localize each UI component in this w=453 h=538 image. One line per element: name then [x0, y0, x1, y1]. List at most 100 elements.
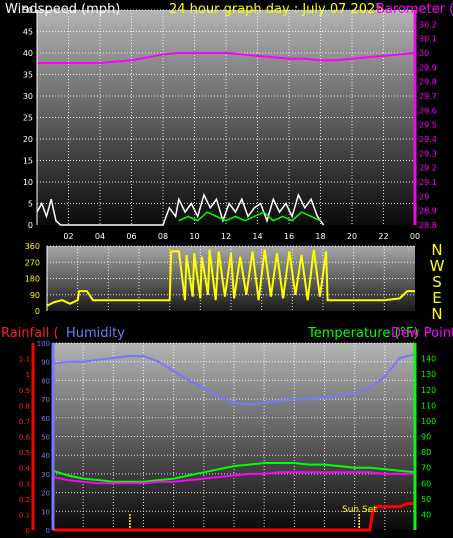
panel1-x-ticks: 02 04 06 08 10 12 14 16 18 20 22 00 — [63, 232, 420, 241]
compass-letter: S — [432, 273, 442, 291]
wind-direction-tick-label: 90 — [30, 291, 40, 300]
temperature-tick-label: 130 — [421, 370, 436, 379]
rainfall-tick-label: 0.7 — [19, 418, 30, 426]
humidity-tick-label: 10 — [41, 508, 50, 516]
barometer-tick-label: 29.3 — [419, 149, 437, 158]
barometer-tick-label: 29.9 — [419, 63, 437, 72]
series-line-barometer- — [37, 52, 416, 64]
time-tick-label: 10 — [189, 232, 199, 241]
temperature-axis-label: Temperature (°F) — [307, 326, 419, 341]
humidity-axis-label: Humidity — [66, 326, 125, 341]
rainfall-axis-label: Rainfall ( — [1, 326, 59, 341]
wind-direction-tick-label: 270 — [25, 258, 40, 267]
rainfall-ticks: 0 0.1 0.2 0.3 0.4 0.5 0.6 0.7 0.8 0.9 1 1.1 — [19, 356, 31, 535]
chart-title: 24 hour graph day : July 07 2025 — [169, 2, 384, 17]
windspeed-axis-label: Windspeed (mph) — [5, 2, 120, 17]
wind-direction-tick-label: 360 — [25, 242, 40, 251]
compass-letter: N — [431, 305, 442, 323]
rainfall-tick-label: 0.8 — [19, 402, 30, 410]
temperature-tick-label: 80 — [421, 448, 431, 457]
temperature-tick-label: 120 — [421, 386, 436, 395]
humidity-tick-label: 80 — [41, 377, 50, 385]
time-tick-label: 00 — [410, 232, 420, 241]
time-tick-label: 08 — [158, 232, 168, 241]
windspeed-tick-label: 0 — [28, 221, 33, 230]
windspeed-tick-label: 30 — [23, 92, 33, 101]
humidity-tick-label: 60 — [41, 415, 50, 423]
panel2-series — [46, 249, 415, 307]
humidity-tick-label: 40 — [41, 452, 50, 460]
barometer-tick-label: 30 — [419, 49, 429, 58]
windspeed-tick-label: 40 — [23, 49, 33, 58]
temperature-tick-label: 60 — [421, 479, 431, 488]
rainfall-tick-label: 1.1 — [19, 356, 30, 364]
humidity-tick-label: 100 — [37, 340, 50, 348]
time-tick-label: 12 — [221, 232, 231, 241]
windspeed-tick-label: 10 — [23, 178, 33, 187]
series-line-humidity — [52, 353, 416, 406]
rainfall-tick-label: 0.1 — [19, 511, 30, 519]
time-tick-label: 18 — [315, 232, 325, 241]
temperature-ticks: 40 50 60 70 80 90 100 110 120 130 140 — [421, 355, 436, 520]
barometer-tick-label: 28.8 — [419, 221, 437, 230]
rainfall-tick-label: 0.6 — [19, 434, 31, 442]
rainfall-tick-label: 0.4 — [19, 465, 31, 473]
compass-letter: W — [430, 257, 445, 275]
series-line-windspeed-mph- — [36, 192, 325, 226]
humidity-tick-label: 30 — [41, 471, 50, 479]
wind-direction-tick-label: 180 — [25, 275, 40, 284]
barometer-tick-label: 29.8 — [419, 78, 437, 87]
temperature-tick-label: 110 — [421, 401, 436, 410]
barometer-axis-label: Barometer ( — [376, 2, 453, 17]
dew-point-axis-label: Dew Point — [391, 326, 453, 341]
series-line-gust — [178, 211, 321, 222]
panel1-left-ticks: 0 5 10 15 20 25 30 35 40 45 50 — [23, 6, 33, 230]
panel1-series — [36, 52, 416, 226]
humidity-ticks: 0 10 20 30 40 50 60 70 80 90 100 — [37, 340, 50, 535]
barometer-tick-label: 29.5 — [419, 121, 437, 130]
time-tick-label: 14 — [252, 232, 262, 241]
panel1-grid — [37, 9, 415, 225]
temperature-tick-label: 100 — [421, 417, 436, 426]
windspeed-tick-label: 35 — [23, 71, 33, 80]
temperature-tick-label: 50 — [421, 495, 431, 504]
rainfall-tick-label: 0 — [26, 527, 30, 535]
temperature-tick-label: 140 — [421, 355, 436, 364]
barometer-tick-label: 29.4 — [419, 135, 437, 144]
temperature-tick-label: 70 — [421, 464, 431, 473]
humidity-tick-label: 20 — [41, 490, 50, 498]
barometer-tick-label: 29.6 — [419, 106, 437, 115]
barometer-tick-label: 29.2 — [419, 164, 437, 173]
windspeed-tick-label: 20 — [23, 135, 33, 144]
barometer-tick-label: 28.9 — [419, 207, 437, 216]
panel2-left-ticks: 0 90 180 270 360 — [25, 242, 40, 316]
windspeed-tick-label: 50 — [23, 6, 33, 15]
temperature-tick-label: 90 — [421, 433, 431, 442]
time-tick-label: 22 — [378, 232, 388, 241]
humidity-tick-label: 90 — [41, 359, 50, 367]
panel3-series — [52, 353, 416, 532]
barometer-tick-label: 29 — [419, 192, 429, 201]
barometer-tick-label: 29.1 — [419, 178, 437, 187]
windspeed-tick-label: 15 — [23, 157, 33, 166]
humidity-tick-label: 0 — [46, 527, 50, 535]
humidity-tick-label: 50 — [41, 434, 50, 442]
panel3-grid — [53, 342, 415, 530]
compass-letter: N — [431, 241, 442, 259]
windspeed-tick-label: 5 — [28, 200, 33, 209]
time-tick-label: 16 — [284, 232, 294, 241]
sun-set-label: Sun Set — [342, 505, 377, 515]
rainfall-tick-label: 0.3 — [19, 480, 30, 488]
compass-letter: E — [432, 289, 441, 307]
rainfall-tick-label: 0.2 — [19, 496, 30, 504]
series-line-wind-direction — [46, 249, 415, 307]
barometer-tick-label: 30.2 — [419, 20, 437, 29]
barometer-tick-label: 30.1 — [419, 35, 437, 44]
temperature-tick-label: 40 — [421, 510, 431, 519]
windspeed-tick-label: 45 — [23, 28, 33, 37]
wind-direction-tick-label: 0 — [35, 307, 40, 316]
series-line-rainfall- — [53, 502, 415, 532]
